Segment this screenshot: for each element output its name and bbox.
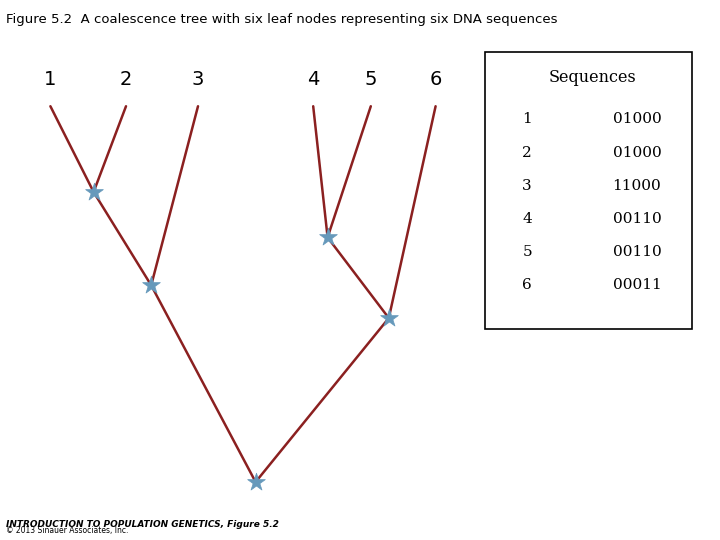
Text: 01000: 01000 [613, 112, 661, 126]
Point [250, 478, 261, 487]
Text: 11000: 11000 [613, 179, 661, 193]
Text: Figure 5.2  A coalescence tree with six leaf nodes representing six DNA sequence: Figure 5.2 A coalescence tree with six l… [6, 14, 557, 26]
Text: © 2013 Sinauer Associates, Inc.: © 2013 Sinauer Associates, Inc. [6, 526, 128, 535]
Point [145, 281, 157, 289]
Text: 4: 4 [522, 212, 532, 226]
Point [322, 233, 333, 242]
Text: 1: 1 [522, 112, 532, 126]
Text: 6: 6 [429, 70, 442, 89]
Text: 3: 3 [522, 179, 532, 193]
Text: 00110: 00110 [613, 212, 661, 226]
FancyBboxPatch shape [485, 52, 692, 329]
Text: 01000: 01000 [613, 146, 661, 160]
Text: 4: 4 [307, 70, 320, 89]
Text: 00110: 00110 [613, 245, 661, 259]
Text: Sequences: Sequences [549, 69, 637, 86]
Text: 1: 1 [44, 70, 57, 89]
Point [88, 188, 99, 197]
Text: 3: 3 [192, 70, 204, 89]
Text: 6: 6 [522, 279, 532, 293]
Text: 00011: 00011 [613, 279, 661, 293]
Point [383, 314, 395, 322]
Text: 5: 5 [364, 70, 377, 89]
Text: 2: 2 [120, 70, 132, 89]
Text: INTRODUCTION TO POPULATION GENETICS, Figure 5.2: INTRODUCTION TO POPULATION GENETICS, Fig… [6, 520, 279, 529]
Text: 2: 2 [522, 146, 532, 160]
Text: 5: 5 [522, 245, 532, 259]
